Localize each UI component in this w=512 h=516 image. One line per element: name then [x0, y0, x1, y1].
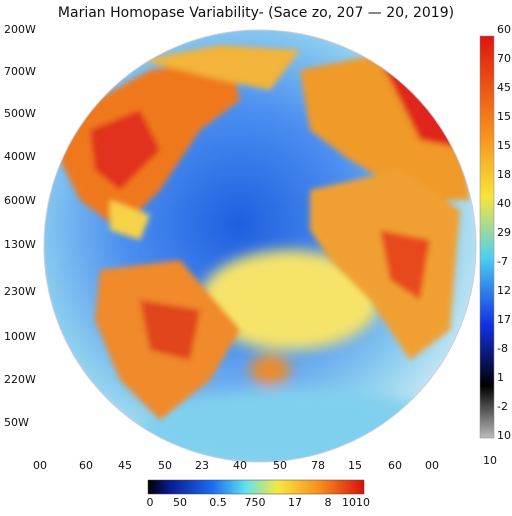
colorbar-label: 40: [497, 197, 511, 210]
colorbar-label: 750: [245, 496, 266, 509]
colorbar-label: -7: [497, 255, 508, 268]
bottom-label: 60: [79, 459, 93, 472]
colorbar-label: 0.5: [209, 496, 227, 509]
colorbar-label: 18: [497, 168, 511, 181]
colorbar-label: 1010: [342, 496, 370, 509]
bottom-label: 23: [195, 459, 209, 472]
left-label: 100W: [4, 330, 36, 343]
right-colorbar: [479, 35, 495, 439]
colorbar-label: 17: [288, 496, 302, 509]
colorbar-label: 50: [173, 496, 187, 509]
left-label: 130W: [4, 238, 36, 251]
colorbar-label: 12: [497, 284, 511, 297]
left-label: 50W: [4, 416, 29, 429]
colorbar-label: 8: [325, 496, 332, 509]
left-label: 400W: [4, 150, 36, 163]
colorbar-label: 15: [497, 110, 511, 123]
bottom-label: 40: [233, 459, 247, 472]
colorbar-label: 15: [497, 139, 511, 152]
left-label: 700W: [4, 65, 36, 78]
colorbar-label: 29: [497, 226, 511, 239]
colorbar-label: 70: [497, 52, 511, 65]
left-label: 230W: [4, 285, 36, 298]
colorbar-label: -8: [497, 342, 508, 355]
left-label: 200W: [4, 23, 36, 36]
colorbar-label: 0: [147, 496, 154, 509]
left-label: 600W: [4, 194, 36, 207]
colorbar-label: 1: [497, 371, 504, 384]
left-label: 220W: [4, 373, 36, 386]
bottom-label: 15: [348, 459, 362, 472]
bottom-label: 00: [425, 459, 439, 472]
map-title: Marian Homopase Variability- (Sace zo, 2…: [58, 5, 454, 21]
globe: [44, 30, 476, 462]
bottom-label: 10: [483, 454, 497, 467]
colorbar-label: -2: [497, 400, 508, 413]
colorbar-label: 10: [497, 429, 511, 442]
bottom-colorbar: [147, 479, 365, 495]
bottom-label: 60: [388, 459, 402, 472]
colorbar-label: 60: [497, 23, 511, 36]
bottom-label: 50: [158, 459, 172, 472]
left-label: 500W: [4, 107, 36, 120]
colorbar-label: 17: [497, 313, 511, 326]
labels: 200W 700W 500W 400W 600W 130W 230W 100W 220W 50W 0…: [4, 23, 511, 509]
bottom-label: 00: [33, 459, 47, 472]
bottom-label: 50: [273, 459, 287, 472]
bottom-label: 78: [311, 459, 325, 472]
globe-outline: [43, 29, 477, 463]
colorbar-label: 45: [497, 81, 511, 94]
bottom-label: 45: [118, 459, 132, 472]
